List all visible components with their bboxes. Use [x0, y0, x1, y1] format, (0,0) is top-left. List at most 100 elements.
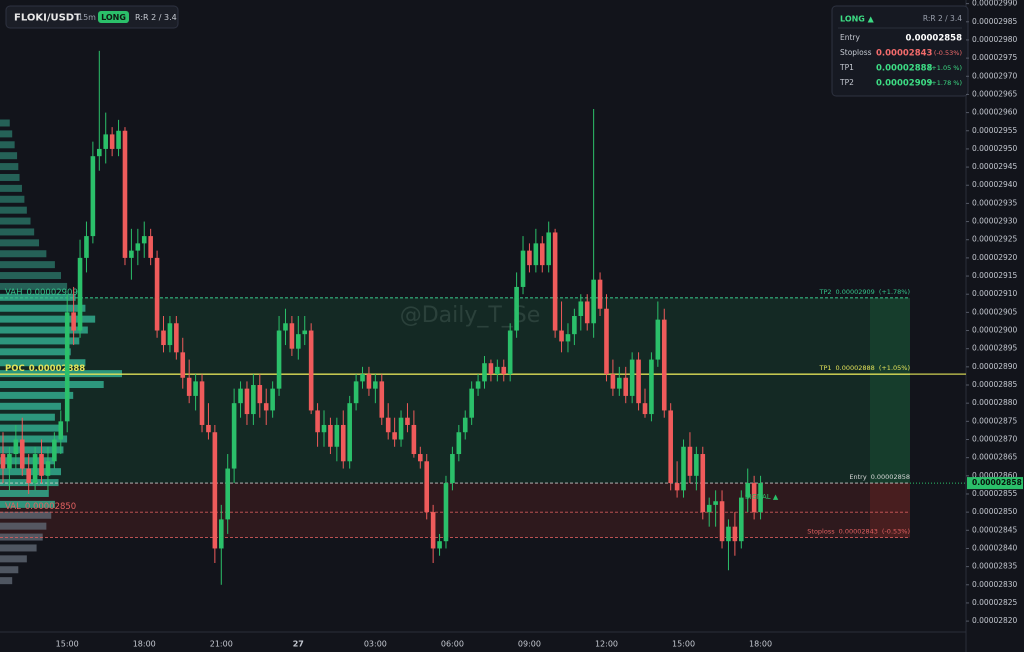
- plot: VAH 0.00002909 POC 0.00002888 VAL 0.00002850 T…: [0, 50, 966, 585]
- y-tick-label: 0.00002890: [972, 362, 1018, 371]
- candle-body: [469, 388, 474, 418]
- candle-body: [398, 417, 404, 440]
- side-badge: [98, 11, 129, 23]
- level-value: 0.00002888: [836, 364, 875, 372]
- level-value: 0.00002858: [871, 473, 910, 481]
- candle-body: [546, 232, 551, 266]
- panel-pct: (+1.78 %): [929, 79, 962, 87]
- candle-body: [578, 301, 584, 316]
- x-tick-label: 15:00: [672, 640, 695, 649]
- candle-body: [623, 377, 629, 396]
- level-label: POC 0.00002888: [5, 364, 85, 374]
- candle-body: [257, 385, 263, 404]
- volume-profile-bar: [0, 435, 68, 443]
- candle-body: [45, 461, 51, 476]
- level-label: TP1 0.00002888 (+1.05%): [819, 364, 911, 372]
- candle-body: [174, 323, 179, 353]
- candle-body: [694, 454, 699, 476]
- level-value: 0.00002850: [25, 502, 76, 512]
- volume-profile-bar: [0, 544, 37, 552]
- candle-body: [193, 381, 198, 396]
- volume-profile-bar: [0, 261, 55, 269]
- candle-body: [636, 359, 641, 404]
- candle-body: [0, 454, 6, 469]
- candle-body: [308, 330, 314, 411]
- candle-body: [283, 323, 288, 331]
- volume-profile-bar: [0, 381, 104, 389]
- candle-body: [392, 432, 397, 440]
- trade-panel: LONG ▲ R:R 2 / 3.4: [831, 5, 969, 97]
- level-value: 0.00002909: [26, 287, 77, 297]
- candle-body: [315, 410, 320, 433]
- candle-body: [501, 366, 507, 375]
- candle-body: [116, 130, 121, 149]
- volume-profile-bar: [0, 500, 55, 508]
- y-tick-label: 0.00002875: [972, 416, 1018, 425]
- candle-body: [443, 483, 449, 542]
- volume-profile-bar: [0, 119, 10, 127]
- volume-profile-bar: [0, 522, 47, 530]
- candle-body: [270, 388, 275, 411]
- candle-body: [212, 432, 218, 549]
- candle-body: [642, 403, 648, 415]
- loss-zone: [0, 483, 910, 538]
- volume-profile-bar: [0, 195, 25, 203]
- candle-body: [418, 454, 423, 462]
- side: LONG: [101, 13, 126, 22]
- y-tick-label: 0.00002905: [972, 307, 1018, 316]
- volume-profile-bar: [0, 315, 96, 323]
- interval: 15m: [78, 13, 96, 22]
- level-value: 0.00002909: [836, 288, 875, 296]
- level-label: VAH 0.00002909: [5, 287, 78, 297]
- y-tick-label: 0.00002925: [972, 235, 1018, 244]
- y-tick-label: 0.00002895: [972, 344, 1018, 353]
- panel-label: Stoploss: [840, 48, 872, 57]
- level-name: VAH: [5, 287, 22, 297]
- candle-body: [199, 381, 205, 425]
- candle-body: [218, 519, 224, 549]
- volume-profile-bar: [0, 348, 71, 356]
- volume-profile-bar: [0, 163, 19, 171]
- candle-body: [565, 334, 571, 342]
- candle-body: [167, 323, 173, 346]
- volume-profile-bar: [0, 402, 61, 410]
- y-tick-label: 0.00002915: [972, 271, 1018, 280]
- y-tick-label: 0.00002860: [972, 471, 1018, 480]
- y-tick-label: 0.00002885: [972, 380, 1018, 389]
- candle-body: [71, 312, 76, 331]
- candle-body: [655, 319, 661, 360]
- candle-body: [610, 374, 616, 389]
- candle-body: [437, 541, 442, 549]
- panel-side: LONG ▲: [840, 15, 875, 24]
- panel-value: 0.00002888: [876, 64, 933, 74]
- candle-body: [289, 323, 295, 349]
- y-tick-label: 0.00002870: [972, 434, 1018, 443]
- y-tick-label: 0.00002825: [972, 598, 1018, 607]
- y-tick-label: 0.00002910: [972, 289, 1018, 298]
- candle-body: [745, 483, 751, 498]
- candle-body: [668, 410, 673, 484]
- candle-body: [103, 134, 109, 149]
- volume-profile-bar: [0, 304, 86, 312]
- x-tick-label: 21:00: [210, 640, 233, 649]
- panel-pct: (-0.53%): [934, 49, 962, 57]
- y-tick-label: 0.00002950: [972, 144, 1018, 153]
- x-tick-label: 06:00: [441, 640, 464, 649]
- panel-pct: (+1.05 %): [929, 64, 962, 72]
- candle-body: [58, 421, 64, 440]
- candle-body: [129, 250, 134, 258]
- volume-profile-bar: [0, 239, 40, 247]
- candle-body: [238, 388, 243, 404]
- loss-zone-edge: [870, 483, 910, 538]
- candle-body: [700, 454, 706, 513]
- candle-body: [649, 359, 654, 415]
- candle-body: [597, 279, 603, 309]
- candle-body: [475, 381, 481, 389]
- candle-body: [263, 403, 269, 411]
- y-tick-label: 0.00002975: [972, 53, 1018, 62]
- candle-body: [456, 432, 462, 455]
- candle-body: [385, 417, 391, 433]
- y-tick-label: 0.00002900: [972, 326, 1018, 335]
